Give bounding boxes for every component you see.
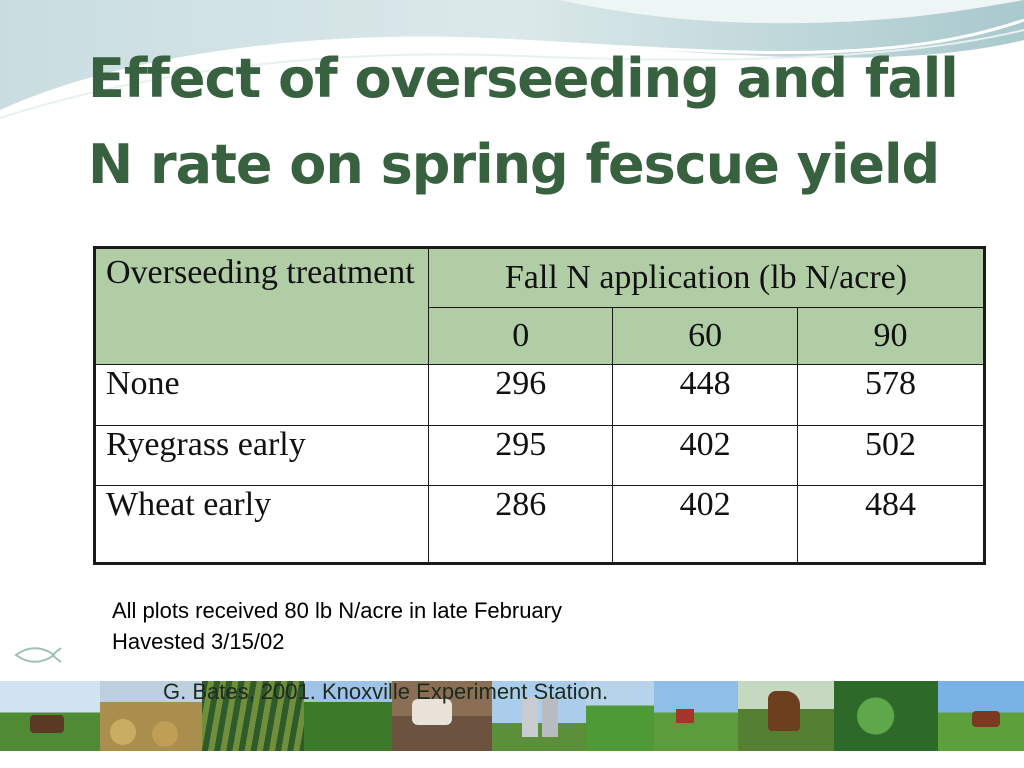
yield-cell: 295 (427, 425, 614, 486)
header-rate-60: 60 (612, 307, 798, 365)
row-treatment-label: Ryegrass early (94, 425, 429, 486)
slide-title-line-2: N rate on spring fescue yield (88, 133, 940, 196)
footnote-harvest-date: Havested 3/15/02 (112, 629, 285, 654)
yield-cell: 296 (427, 364, 614, 426)
yield-table: Overseeding treatment Fall N application… (93, 246, 986, 565)
clover-photo (834, 681, 938, 751)
table-row: Ryegrass early 295 402 502 (94, 425, 986, 486)
table-row: Wheat early 286 402 484 (94, 485, 986, 564)
grain-silos-photo (492, 681, 586, 751)
green-field-photo (586, 681, 654, 751)
slide-title-line-1: Effect of overseeding and fall (88, 47, 959, 110)
header-rate-0: 0 (427, 307, 614, 365)
row-treatment-label: Wheat early (94, 485, 429, 564)
horses-photo (738, 681, 834, 751)
footnotes: All plots received 80 lb N/acre in late … (112, 595, 562, 657)
header-fall-n-application: Fall N application (lb N/acre) (428, 247, 985, 308)
yield-cell: 502 (796, 425, 986, 486)
cows-pasture-photo (0, 681, 100, 751)
yield-cell: 578 (796, 364, 986, 426)
yield-cell: 402 (612, 425, 798, 486)
header-rate-90: 90 (796, 307, 986, 365)
yield-cell: 402 (612, 485, 798, 564)
header-swoosh-decoration (0, 0, 1024, 119)
source-citation: G. Bates, 2001. Knoxville Experiment Sta… (163, 679, 609, 704)
fish-ornament-icon (14, 647, 62, 663)
agriculture-photo-strip (0, 681, 1024, 751)
table-row: None 296 448 578 (94, 364, 986, 426)
yield-cell: 484 (796, 485, 986, 564)
footnote-fertilizer: All plots received 80 lb N/acre in late … (112, 598, 562, 623)
cow-meadow-photo (938, 681, 1024, 751)
header-overseeding-treatment: Overseeding treatment (94, 247, 429, 365)
hay-bales-photo (100, 681, 202, 751)
yield-cell: 448 (612, 364, 798, 426)
barn-landscape-photo (654, 681, 738, 751)
crop-rows-photo (202, 681, 304, 751)
yield-cell: 286 (427, 485, 614, 564)
row-treatment-label: None (94, 364, 429, 426)
corn-field-photo (304, 681, 392, 751)
slide-title: Effect of overseeding and fall N rate on… (88, 36, 988, 208)
cattle-herd-photo (392, 681, 492, 751)
bottom-band (0, 751, 1024, 768)
